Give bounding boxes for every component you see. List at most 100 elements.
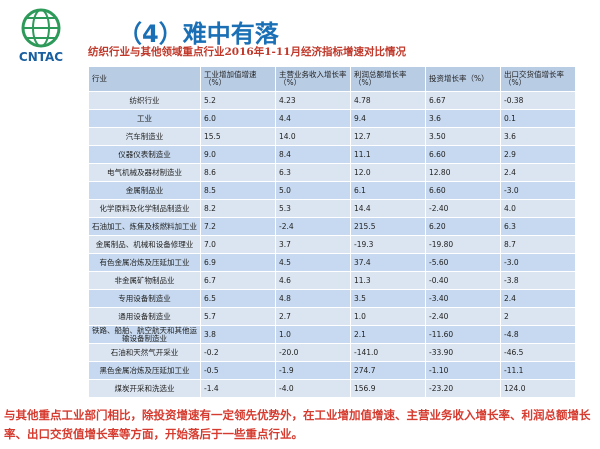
logo: CNTAC	[19, 8, 63, 64]
value-cell: 8.2	[200, 199, 276, 218]
value-cell: 12.0	[350, 163, 426, 182]
column-header: 主营业务收入增长率（%）	[275, 66, 351, 92]
industry-cell: 专用设备制造业	[88, 289, 201, 308]
table-row: 汽车制造业 15.5 14.0 12.7 3.50 3.6	[88, 127, 576, 146]
table-row: 黑色金属冶炼及压延加工业 -0.5 -1.9 274.7 -1.10 -11.1	[88, 361, 576, 380]
value-cell: -3.40	[425, 289, 501, 308]
value-cell: 6.1	[350, 181, 426, 200]
table-row: 有色金属冶炼及压延加工业 6.9 4.5 37.4 -5.60 -3.0	[88, 253, 576, 272]
value-cell: -3.0	[500, 181, 576, 200]
industry-cell: 黑色金属冶炼及压延加工业	[88, 361, 201, 380]
value-cell: 4.6	[275, 271, 351, 290]
table-row: 石油加工、炼焦及核燃料加工业 7.2 -2.4 215.5 6.20 6.3	[88, 217, 576, 236]
value-cell: 4.78	[350, 91, 426, 110]
table-row: 煤炭开采和洗选业 -1.4 -4.0 156.9 -23.20 124.0	[88, 379, 576, 398]
value-cell: -4.8	[500, 325, 576, 344]
value-cell: -1.10	[425, 361, 501, 380]
industry-cell: 有色金属冶炼及压延加工业	[88, 253, 201, 272]
table-row: 非金属矿物制品业 6.7 4.6 11.3 -0.40 -3.8	[88, 271, 576, 290]
value-cell: 12.7	[350, 127, 426, 146]
value-cell: -0.40	[425, 271, 501, 290]
table-row: 化学原料及化学制品制造业 8.2 5.3 14.4 -2.40 4.0	[88, 199, 576, 218]
value-cell: 3.7	[275, 235, 351, 254]
industry-cell: 石油加工、炼焦及核燃料加工业	[88, 217, 201, 236]
table-row: 金属制品业 8.5 5.0 6.1 6.60 -3.0	[88, 181, 576, 200]
value-cell: 6.3	[500, 217, 576, 236]
value-cell: 6.7	[200, 271, 276, 290]
value-cell: -141.0	[350, 343, 426, 362]
value-cell: 3.8	[200, 325, 276, 344]
table-row: 电气机械及器材制造业 8.6 6.3 12.0 12.80 2.4	[88, 163, 576, 182]
value-cell: -1.4	[200, 379, 276, 398]
industry-cell: 汽车制造业	[88, 127, 201, 146]
value-cell: 5.0	[275, 181, 351, 200]
value-cell: 6.60	[425, 145, 501, 164]
column-header: 投资增长率（%）	[425, 66, 501, 92]
value-cell: 11.3	[350, 271, 426, 290]
value-cell: 14.4	[350, 199, 426, 218]
value-cell: 8.7	[500, 235, 576, 254]
value-cell: 6.0	[200, 109, 276, 128]
value-cell: 1.0	[350, 307, 426, 326]
value-cell: -3.0	[500, 253, 576, 272]
value-cell: 4.5	[275, 253, 351, 272]
value-cell: 2.9	[500, 145, 576, 164]
value-cell: 0.1	[500, 109, 576, 128]
value-cell: -3.8	[500, 271, 576, 290]
industry-cell: 化学原料及化学制品制造业	[88, 199, 201, 218]
value-cell: 2.4	[500, 163, 576, 182]
industry-cell: 金属制品、机械和设备修理业	[88, 235, 201, 254]
value-cell: 37.4	[350, 253, 426, 272]
value-cell: 3.50	[425, 127, 501, 146]
value-cell: -1.9	[275, 361, 351, 380]
logo-text: CNTAC	[19, 50, 63, 64]
value-cell: 1.0	[275, 325, 351, 344]
industry-cell: 仪器仪表制造业	[88, 145, 201, 164]
value-cell: 4.8	[275, 289, 351, 308]
value-cell: 7.2	[200, 217, 276, 236]
value-cell: 4.0	[500, 199, 576, 218]
value-cell: 9.4	[350, 109, 426, 128]
value-cell: 5.2	[200, 91, 276, 110]
value-cell: 6.9	[200, 253, 276, 272]
value-cell: 11.1	[350, 145, 426, 164]
value-cell: 5.3	[275, 199, 351, 218]
value-cell: 3.6	[500, 127, 576, 146]
industry-cell: 非金属矿物制品业	[88, 271, 201, 290]
table-row: 纺织行业 5.2 4.23 4.78 6.67 -0.38	[88, 91, 576, 110]
value-cell: 215.5	[350, 217, 426, 236]
value-cell: 6.3	[275, 163, 351, 182]
industry-cell: 纺织行业	[88, 91, 201, 110]
industry-cell: 石油和天然气开采业	[88, 343, 201, 362]
value-cell: 4.23	[275, 91, 351, 110]
value-cell: -2.40	[425, 307, 501, 326]
industry-cell: 煤炭开采和洗选业	[88, 379, 201, 398]
subtitle: 纺织行业与其他领域重点行业2016年1-11月经济指标增速对比情况	[88, 46, 406, 58]
value-cell: 2.7	[275, 307, 351, 326]
column-header: 行业	[88, 66, 201, 92]
table-row: 专用设备制造业 6.5 4.8 3.5 -3.40 2.4	[88, 289, 576, 308]
industry-cell: 通用设备制造业	[88, 307, 201, 326]
value-cell: 6.60	[425, 181, 501, 200]
value-cell: -11.60	[425, 325, 501, 344]
value-cell: -46.5	[500, 343, 576, 362]
value-cell: 156.9	[350, 379, 426, 398]
value-cell: 6.5	[200, 289, 276, 308]
industry-cell: 电气机械及器材制造业	[88, 163, 201, 182]
value-cell: 3.5	[350, 289, 426, 308]
industry-cell: 铁路、船舶、航空航天和其他运输设备制造业	[88, 325, 201, 344]
industry-cell: 金属制品业	[88, 181, 201, 200]
value-cell: 3.6	[425, 109, 501, 128]
column-header: 利润总额增长率（%）	[350, 66, 426, 92]
value-cell: 2.1	[350, 325, 426, 344]
table-row: 工业 6.0 4.4 9.4 3.6 0.1	[88, 109, 576, 128]
value-cell: -19.80	[425, 235, 501, 254]
table-row: 仪器仪表制造业 9.0 8.4 11.1 6.60 2.9	[88, 145, 576, 164]
value-cell: 8.5	[200, 181, 276, 200]
table-row: 石油和天然气开采业 -0.2 -20.0 -141.0 -33.90 -46.5	[88, 343, 576, 362]
column-header: 出口交货值增长率（%）	[500, 66, 576, 92]
value-cell: 12.80	[425, 163, 501, 182]
value-cell: -0.5	[200, 361, 276, 380]
value-cell: -23.20	[425, 379, 501, 398]
